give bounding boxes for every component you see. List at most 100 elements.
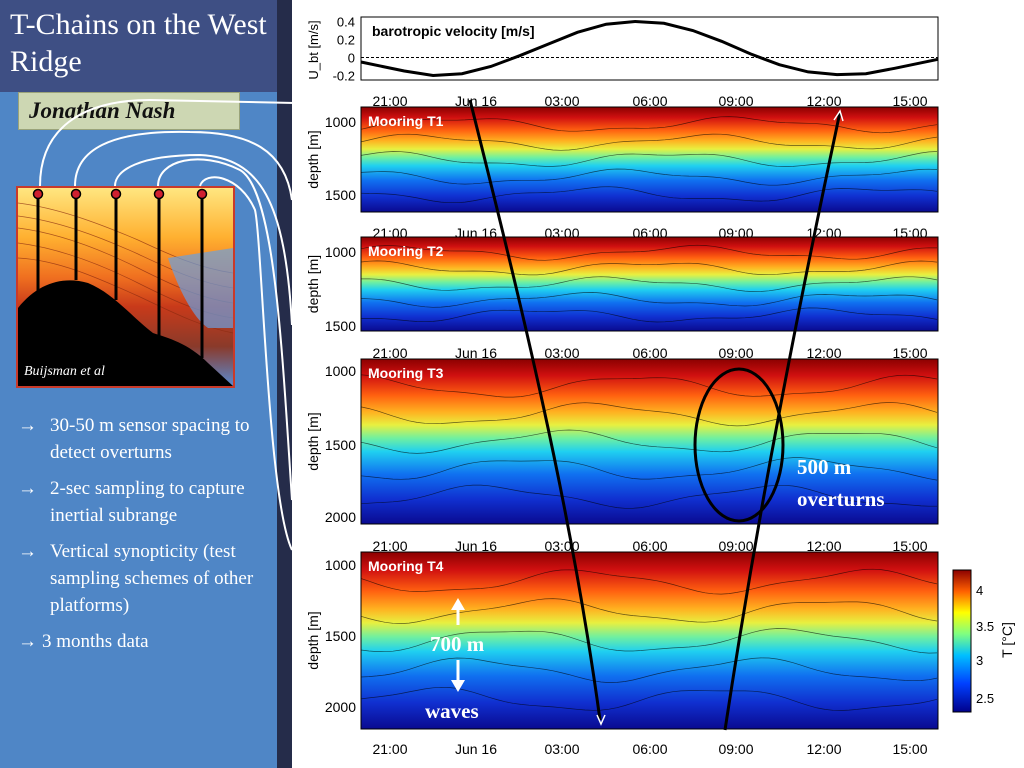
arrowhead-icon <box>596 714 606 726</box>
x-tick-label: 12:00 <box>806 345 841 361</box>
isotherm-contour <box>360 168 938 186</box>
bullet-list: → 30-50 m sensor spacing to detect overtu… <box>18 412 268 664</box>
author-name: Jonathan Nash <box>29 98 176 123</box>
x-tick-label: 06:00 <box>632 345 667 361</box>
y-tick-label: 1000 <box>325 244 356 260</box>
isotherm-contour <box>360 402 938 427</box>
heatmap-panel <box>360 551 939 730</box>
overturn-circle <box>693 367 785 523</box>
arrowhead-icon <box>833 109 844 122</box>
bullet-item: → 30-50 m sensor spacing to detect overtu… <box>18 412 268 466</box>
isotherm-contour <box>360 568 938 595</box>
bullet-item: → 3 months data <box>18 628 268 655</box>
x-tick-label: 21:00 <box>372 741 407 757</box>
x-tick-label: Jun 16 <box>455 538 497 554</box>
y-tick-label: 1500 <box>325 437 356 453</box>
ridge-figure: Buijsman et al <box>16 186 235 388</box>
isotherm-contour <box>360 429 938 454</box>
x-tick-label: 03:00 <box>544 345 579 361</box>
x-tick-label: 15:00 <box>892 345 927 361</box>
down-arrowhead-icon <box>451 680 465 692</box>
colorbar-tick-label: 4 <box>976 583 983 598</box>
connector-t2 <box>74 130 293 201</box>
isotherm-contour <box>360 151 938 167</box>
depth-ylabel: depth [m] <box>305 611 321 669</box>
isotherm-contour <box>360 276 938 292</box>
x-tick-label: Jun 16 <box>455 741 497 757</box>
slide-title: T-Chains on the West Ridge <box>10 8 267 78</box>
y-tick-label: 0 <box>348 51 355 66</box>
x-tick-label: 06:00 <box>632 93 667 109</box>
x-tick-label: 12:00 <box>806 538 841 554</box>
y-tick-label: 2000 <box>325 699 356 715</box>
isotherm-contour <box>360 628 938 654</box>
colorbar-ticks: 4 3.5 3 2.5 <box>976 583 994 706</box>
annotations: 500 m overturns 700 m waves <box>425 99 885 731</box>
colorbar-tick-label: 3 <box>976 653 983 668</box>
x-tick-label: 12:00 <box>806 93 841 109</box>
x-tick-label: 15:00 <box>892 538 927 554</box>
velocity-plot-frame <box>360 16 939 81</box>
x-tick-label: 06:00 <box>632 741 667 757</box>
phase-line-right <box>723 111 842 731</box>
isotherm-contour <box>360 260 938 276</box>
y-tick-label: 1000 <box>325 363 356 379</box>
x-tick-label: 12:00 <box>806 741 841 757</box>
x-tick-label: 21:00 <box>372 345 407 361</box>
y-tick-label: 2000 <box>325 509 356 525</box>
connector-t3 <box>114 153 293 326</box>
colorbar-gradient <box>952 569 972 713</box>
x-tick-label: 15:00 <box>892 93 927 109</box>
wave-label-2: waves <box>425 699 479 723</box>
isotherm-contour <box>360 186 938 204</box>
colorbar-label: T [°C] <box>999 622 1015 658</box>
wave-label-1: 700 m <box>430 632 485 656</box>
y-tick-label: 0.2 <box>337 33 355 48</box>
connector-t4 <box>157 158 293 501</box>
arrow-icon: → <box>18 631 37 652</box>
x-tick-label: 09:00 <box>718 538 753 554</box>
phase-line-left <box>468 99 602 721</box>
x-tick-label: Jun 16 <box>455 345 497 361</box>
x-tick-label: 21:00 <box>372 538 407 554</box>
connector-t1 <box>39 98 296 187</box>
mooring-label: Mooring T3 <box>368 365 444 381</box>
isotherm-contour <box>360 484 937 509</box>
figure-caption: Buijsman et al <box>24 364 105 379</box>
arrow-icon: → <box>18 541 37 562</box>
depth-ylabel: depth [m] <box>305 255 321 313</box>
y-tick-label: 1500 <box>325 628 356 644</box>
ridge-figure-image <box>18 188 233 386</box>
isotherm-contour <box>360 116 938 134</box>
velocity-ylabel: U_bt [m/s] <box>306 20 321 79</box>
x-tick-label: 09:00 <box>718 345 753 361</box>
heatmap-panel <box>360 236 939 332</box>
overturn-label-2: overturns <box>797 487 885 511</box>
y-tick-label: 1500 <box>325 187 356 203</box>
y-tick-label: -0.2 <box>333 69 355 84</box>
x-tick-label: 21:00 <box>372 93 407 109</box>
isotherm-contour <box>360 133 938 151</box>
x-tick-label: 15:00 <box>892 741 927 757</box>
depth-ylabel: depth [m] <box>305 412 321 470</box>
y-tick-label: 1500 <box>325 318 356 334</box>
y-tick-label: 1000 <box>325 557 356 573</box>
connector-t5 <box>199 176 293 551</box>
x-tick-label: Jun 16 <box>455 93 497 109</box>
bullet-item: → 2-sec sampling to capture inertial subr… <box>18 475 268 529</box>
x-tick-label: 09:00 <box>718 741 753 757</box>
charts-group: barotropic velocity [m/s] 0.4 0.2 0 -0.2 U_bt… <box>305 15 939 757</box>
isotherm-contour <box>360 657 938 683</box>
mooring-label: Mooring T1 <box>368 113 444 129</box>
isotherm-contour <box>361 307 938 323</box>
x-tick-label: 09:00 <box>718 93 753 109</box>
mooring-label: Mooring T2 <box>368 243 444 259</box>
isotherm-contour <box>360 244 938 261</box>
x-tick-label: 03:00 <box>544 741 579 757</box>
velocity-series-line <box>360 19 939 78</box>
x-tick-label: 03:00 <box>544 93 579 109</box>
isotherm-contour <box>360 374 938 398</box>
isotherm-contour <box>360 457 938 481</box>
bullet-item: → Vertical synopticity (test sampling sch… <box>18 538 268 619</box>
